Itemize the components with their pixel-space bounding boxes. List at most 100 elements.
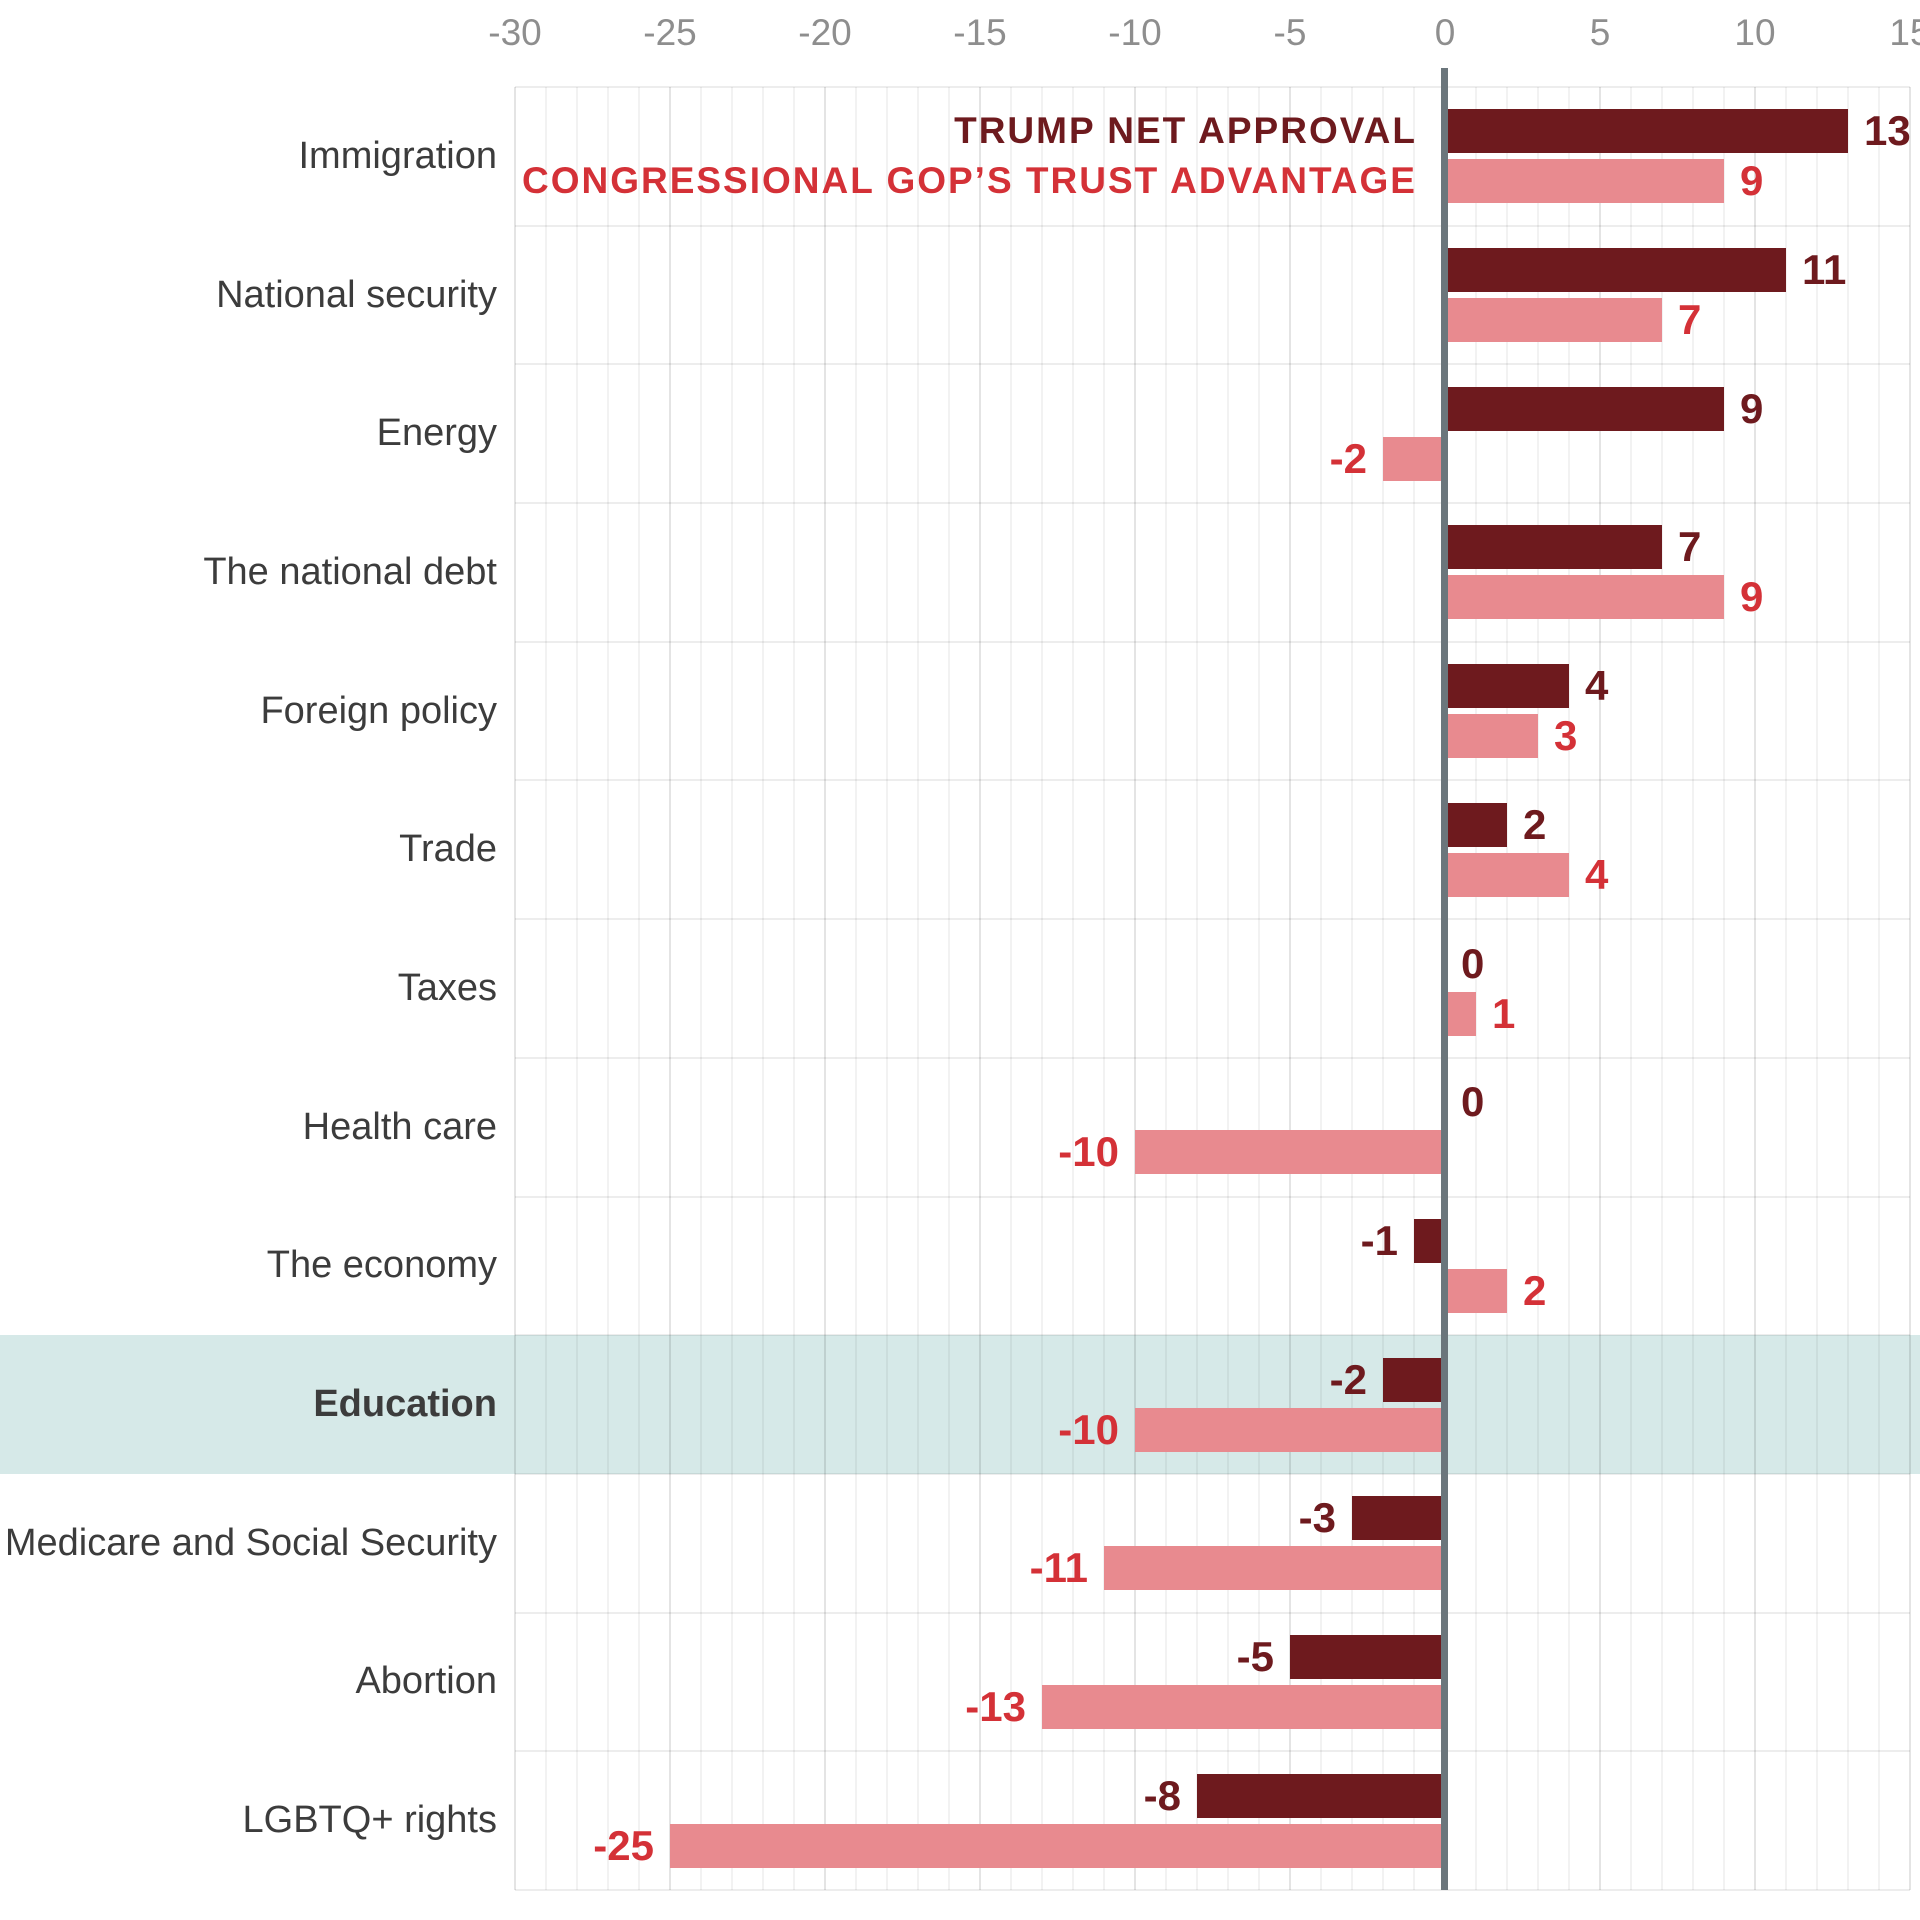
row-separator xyxy=(515,1750,1910,1753)
row-separator xyxy=(515,502,1910,505)
minor-gridline xyxy=(638,87,640,1890)
gop-bar xyxy=(1445,714,1538,759)
gop-bar xyxy=(1445,575,1724,620)
category-label: Education xyxy=(313,1383,497,1426)
minor-gridline xyxy=(1723,87,1725,1890)
trump-bar xyxy=(1445,386,1724,431)
gop-bar xyxy=(1042,1684,1445,1729)
category-label: The economy xyxy=(266,1244,497,1287)
minor-gridline xyxy=(1041,87,1043,1890)
trump-value-label: 7 xyxy=(1678,523,1702,571)
category-label: Medicare and Social Security xyxy=(4,1521,497,1564)
gop-value-label: 2 xyxy=(1523,1266,1547,1314)
axis-tick-label: 10 xyxy=(1734,12,1776,53)
gop-value-label: -10 xyxy=(1058,1128,1119,1176)
trump-value-label: 2 xyxy=(1523,800,1547,848)
gop-bar xyxy=(1383,436,1445,481)
minor-gridline xyxy=(1351,87,1353,1890)
gop-value-label: -2 xyxy=(1329,434,1367,482)
minor-gridline xyxy=(1010,87,1012,1890)
minor-gridline xyxy=(917,87,919,1890)
major-gridline xyxy=(514,87,516,1890)
category-label: National security xyxy=(216,273,497,316)
category-label: Taxes xyxy=(397,966,497,1009)
trump-bar xyxy=(1445,248,1786,293)
gop-value-label: 4 xyxy=(1585,850,1609,898)
gop-value-label: -11 xyxy=(1029,1544,1088,1592)
major-gridline xyxy=(1754,87,1756,1890)
minor-gridline xyxy=(1196,87,1198,1890)
major-gridline xyxy=(824,87,826,1890)
trump-bar xyxy=(1445,109,1848,154)
trump-bar xyxy=(1414,1218,1445,1263)
trump-value-label: 11 xyxy=(1802,246,1847,294)
row-separator xyxy=(515,1472,1910,1475)
minor-gridline xyxy=(731,87,733,1890)
category-label: LGBTQ+ rights xyxy=(242,1799,497,1842)
row-separator xyxy=(515,1611,1910,1614)
major-gridline xyxy=(1134,87,1136,1890)
minor-gridline xyxy=(1630,87,1632,1890)
row-separator xyxy=(515,640,1910,643)
major-gridline xyxy=(1599,87,1601,1890)
minor-gridline xyxy=(607,87,609,1890)
row-separator xyxy=(515,224,1910,227)
minor-gridline xyxy=(762,87,764,1890)
row-separator xyxy=(515,1889,1910,1891)
minor-gridline xyxy=(1506,87,1508,1890)
axis-tick-label: -5 xyxy=(1273,12,1307,53)
gop-value-label: 9 xyxy=(1740,573,1764,621)
gop-value-label: -13 xyxy=(965,1682,1026,1730)
row-separator xyxy=(515,918,1910,921)
gop-value-label: 7 xyxy=(1678,296,1702,344)
minor-gridline xyxy=(1227,87,1229,1890)
trump-bar xyxy=(1290,1634,1445,1679)
minor-gridline xyxy=(1568,87,1570,1890)
category-label: Foreign policy xyxy=(260,689,497,732)
major-gridline xyxy=(669,87,671,1890)
row-separator xyxy=(515,1334,1910,1337)
minor-gridline xyxy=(1103,87,1105,1890)
legend-trump-net-approval: TRUMP NET APPROVAL xyxy=(954,110,1417,151)
trump-value-label: -8 xyxy=(1143,1771,1181,1819)
x-axis: -30 -25 -20 -15 -10 -5 0 5 10 15 xyxy=(488,0,1920,68)
minor-gridline xyxy=(700,87,702,1890)
trump-value-label: -1 xyxy=(1360,1216,1398,1264)
minor-gridline xyxy=(1878,87,1880,1890)
minor-gridline xyxy=(1165,87,1167,1890)
row-separator xyxy=(515,1056,1910,1059)
trump-value-label: 4 xyxy=(1585,662,1609,710)
gop-bar xyxy=(1445,991,1476,1036)
category-label: Immigration xyxy=(298,134,498,177)
category-label: Health care xyxy=(302,1105,497,1148)
gop-bar xyxy=(1445,159,1724,204)
gop-bar xyxy=(1445,1268,1507,1313)
trump-value-label: 0 xyxy=(1461,939,1485,987)
category-label: Abortion xyxy=(355,1660,497,1703)
row-separator xyxy=(515,363,1910,366)
minor-gridline xyxy=(1320,87,1322,1890)
trump-value-label: -5 xyxy=(1236,1632,1274,1680)
minor-gridline xyxy=(1537,87,1539,1890)
trump-value-label: -2 xyxy=(1329,1355,1367,1403)
axis-tick-label: -25 xyxy=(643,12,697,53)
minor-gridline xyxy=(1661,87,1663,1890)
education-highlight-band xyxy=(0,1335,1920,1474)
minor-gridline xyxy=(948,87,950,1890)
gop-value-label: -10 xyxy=(1058,1405,1119,1453)
trump-bar xyxy=(1445,664,1569,709)
legend-congressional-gop-trust-advantage: CONGRESSIONAL GOP’S TRUST ADVANTAGE xyxy=(521,160,1417,201)
trump-bar xyxy=(1197,1773,1445,1818)
gop-bar xyxy=(1445,298,1662,343)
category-label: Trade xyxy=(399,828,497,871)
trump-value-label: 13 xyxy=(1864,107,1911,155)
major-gridline xyxy=(979,87,981,1890)
trump-bar xyxy=(1383,1357,1445,1402)
axis-tick-label: 5 xyxy=(1589,12,1611,53)
trump-value-label: -3 xyxy=(1298,1494,1336,1542)
trump-bar xyxy=(1445,802,1507,847)
row-separator xyxy=(515,779,1910,782)
minor-gridline xyxy=(1072,87,1074,1890)
gop-bar xyxy=(670,1823,1445,1868)
minor-gridline xyxy=(545,87,547,1890)
